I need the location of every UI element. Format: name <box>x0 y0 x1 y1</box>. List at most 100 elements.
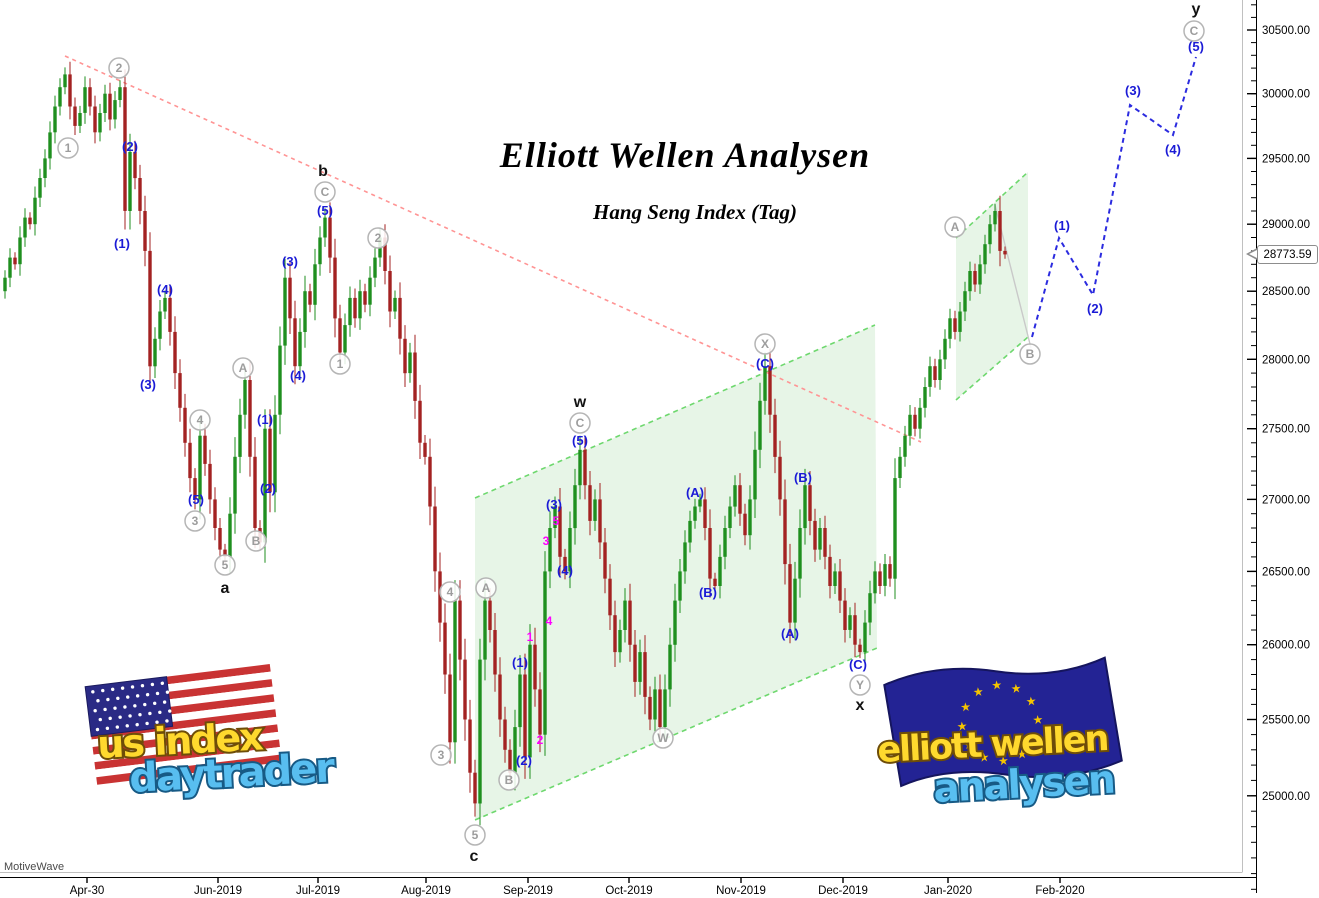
wave-label[interactable]: C <box>576 416 585 430</box>
wave-label[interactable]: (2) <box>1087 301 1103 316</box>
elliott-projection-path[interactable] <box>1031 56 1197 338</box>
wave-label[interactable]: (C) <box>756 356 774 371</box>
price-axis[interactable]: 30500.00 30000.00 29500.00 29000.00 28500.00… <box>1247 0 1310 893</box>
resistance-trendline[interactable] <box>64 55 922 443</box>
wave-label[interactable]: 2 <box>116 61 123 75</box>
price-tick-label: 28000.00 <box>1262 354 1310 366</box>
wave-label[interactable]: W <box>657 731 669 745</box>
wave-label[interactable]: B <box>252 534 261 548</box>
wave-label[interactable]: 1 <box>527 630 534 644</box>
wave-label[interactable]: 2 <box>375 231 382 245</box>
channel-bottom-line[interactable] <box>955 336 1029 401</box>
wave-label[interactable]: B <box>1026 347 1035 361</box>
candle-body <box>233 456 237 514</box>
wave-label-circle[interactable] <box>214 554 236 576</box>
channel-bottom-line[interactable] <box>474 647 878 821</box>
wave-label[interactable]: 4 <box>447 585 454 599</box>
wave-label[interactable]: A <box>951 220 960 234</box>
wave-annotations[interactable]: 1 2 3 4 5 A B C 1 2 3 4 A 5 B C W X Y A B C (1) (2) (3) (4) (5) (1)… <box>57 1 1205 865</box>
wave-label[interactable]: 3 <box>438 748 445 762</box>
wave-label-circle[interactable] <box>184 510 206 532</box>
wave-label[interactable]: C <box>1190 24 1199 38</box>
wave-label-circle[interactable] <box>1019 343 1041 365</box>
wave-label[interactable]: (5) <box>572 433 588 448</box>
wave-label[interactable]: y <box>1192 1 1201 18</box>
wave-label[interactable]: (4) <box>290 368 306 383</box>
wave-label-circle[interactable] <box>944 216 966 238</box>
candle-body <box>638 652 642 682</box>
wave-label[interactable]: (1) <box>257 412 273 427</box>
wave-label[interactable]: 5 <box>222 558 229 572</box>
wave-label-circle[interactable] <box>754 333 776 355</box>
wave-label-circle[interactable] <box>108 57 130 79</box>
time-axis[interactable]: Apr-30 Jun-2019 Jul-2019 Aug-2019 Sep-2019 Oc… <box>0 877 1256 897</box>
wave-label-circle[interactable] <box>498 769 520 791</box>
wave-label[interactable]: (5) <box>317 203 333 218</box>
wave-label[interactable]: 3 <box>192 514 199 528</box>
wave-label-circle[interactable] <box>232 357 254 379</box>
wave-label[interactable]: X <box>761 337 769 351</box>
wave-label[interactable]: (4) <box>157 282 173 297</box>
wave-label[interactable]: a <box>221 580 230 597</box>
wave-label[interactable]: (B) <box>699 585 717 600</box>
wave-label-circle[interactable] <box>245 530 267 552</box>
wave-label[interactable]: (C) <box>849 657 867 672</box>
wave-label[interactable]: (4) <box>557 563 573 578</box>
wave-label[interactable]: Y <box>856 678 864 692</box>
wave-label-circle[interactable] <box>57 137 79 159</box>
wave-label-circle[interactable] <box>367 227 389 249</box>
wave-label-circle[interactable] <box>430 744 452 766</box>
wave-label[interactable]: w <box>573 394 587 411</box>
wave-label-circle[interactable] <box>439 581 461 603</box>
candle-body <box>33 197 37 225</box>
wave-label[interactable]: (1) <box>114 236 130 251</box>
wave-label[interactable]: (3) <box>140 377 156 392</box>
flag-stripe <box>90 709 277 740</box>
channel-top-line[interactable] <box>955 171 1029 239</box>
wave-label-circle[interactable] <box>189 409 211 431</box>
wave-label[interactable]: A <box>239 361 248 375</box>
wave-label-circle[interactable] <box>849 674 871 696</box>
wave-label[interactable]: (5) <box>188 492 204 507</box>
wave-label[interactable]: B <box>505 773 514 787</box>
wave-label[interactable]: 5 <box>553 514 560 528</box>
wave-label[interactable]: (4) <box>1165 142 1181 157</box>
wave-label-circle[interactable] <box>652 727 674 749</box>
wave-label[interactable]: A <box>482 581 491 595</box>
wave-label[interactable]: (2) <box>260 481 276 496</box>
wave-label[interactable]: c <box>470 848 479 865</box>
channel-top-line[interactable] <box>474 324 876 499</box>
wave-label[interactable]: 4 <box>546 614 553 628</box>
eu-star-icon: ★ <box>1032 712 1044 727</box>
wave-label[interactable]: (3) <box>282 254 298 269</box>
wave-label[interactable]: 4 <box>197 413 204 427</box>
wave-label[interactable]: (B) <box>794 470 812 485</box>
wave-label-circle[interactable] <box>1183 20 1205 42</box>
wave-label[interactable]: (1) <box>1054 218 1070 233</box>
wave-label[interactable]: (2) <box>516 753 532 768</box>
wave-label[interactable]: 1 <box>65 141 72 155</box>
wave-label-circle[interactable] <box>475 577 497 599</box>
flag-stripe <box>96 754 282 785</box>
wave-label[interactable]: (5) <box>1188 39 1204 54</box>
wave-label-circle[interactable] <box>569 412 591 434</box>
wave-label[interactable]: 5 <box>472 828 479 842</box>
wave-label-circle[interactable] <box>464 824 486 846</box>
wave-label[interactable]: C <box>321 185 330 199</box>
wave-label[interactable]: 3 <box>543 534 550 548</box>
wave-label[interactable]: 1 <box>337 357 344 371</box>
wave-label[interactable]: x <box>856 697 865 714</box>
wave-label[interactable]: (2) <box>122 139 138 154</box>
wave-label[interactable]: 2 <box>537 733 544 747</box>
candle-body <box>668 644 672 690</box>
candle-body <box>228 513 232 557</box>
wave-label-circle[interactable] <box>329 353 351 375</box>
wave-label[interactable]: (1) <box>512 655 528 670</box>
wave-label[interactable]: (3) <box>546 497 562 512</box>
wave-label[interactable]: (A) <box>686 485 704 500</box>
wave-label[interactable]: b <box>318 163 328 180</box>
wave-label[interactable]: (3) <box>1125 83 1141 98</box>
wave-label-circle[interactable] <box>314 181 336 203</box>
wave-label[interactable]: (A) <box>781 626 799 641</box>
